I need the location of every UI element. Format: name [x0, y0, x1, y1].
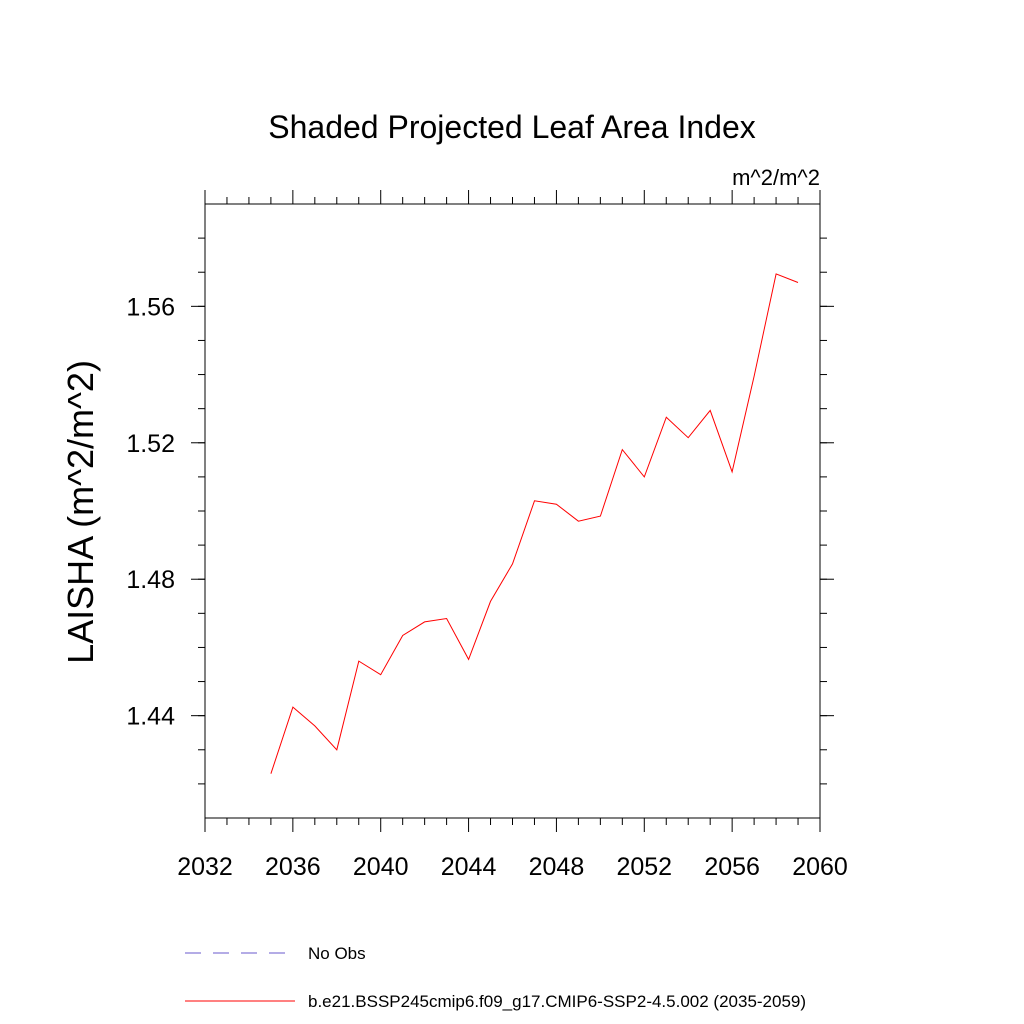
y-tick-label: 1.48: [126, 566, 175, 594]
y-tick-label: 1.56: [126, 293, 175, 321]
x-tick-label: 2044: [441, 853, 497, 881]
x-tick-label: 2052: [616, 853, 672, 881]
axis-ticks: [191, 190, 834, 832]
tick-labels: 2032 2036 2040 2044 2048 2052 2056 2060 1.44 1.48…: [126, 293, 847, 881]
x-tick-label: 2040: [353, 853, 409, 881]
x-tick-label: 2048: [529, 853, 585, 881]
legend-label-no-obs: No Obs: [308, 944, 366, 963]
units-label: m^2/m^2: [732, 165, 820, 190]
y-tick-label: 1.52: [126, 430, 175, 458]
y-tick-label: 1.44: [126, 703, 175, 731]
x-tick-label: 2036: [265, 853, 321, 881]
chart-title: Shaded Projected Leaf Area Index: [268, 109, 755, 145]
x-tick-label: 2056: [704, 853, 760, 881]
plot-frame: [204, 203, 821, 819]
x-tick-label: 2032: [177, 853, 233, 881]
x-tick-label: 2060: [792, 853, 848, 881]
series-line: [270, 273, 799, 774]
series-layer: [270, 273, 799, 774]
legend: No Obs b.e21.BSSP245cmip6.f09_g17.CMIP6-…: [185, 944, 806, 1011]
y-axis-label: LAISHA (m^2/m^2): [60, 360, 101, 664]
legend-label-series: b.e21.BSSP245cmip6.f09_g17.CMIP6-SSP2-4.…: [308, 992, 806, 1011]
